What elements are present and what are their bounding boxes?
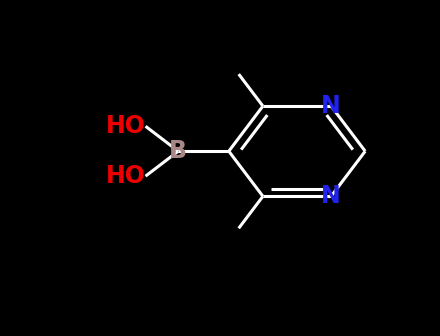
Text: N: N: [321, 94, 341, 118]
Text: N: N: [321, 184, 341, 208]
Text: HO: HO: [106, 114, 146, 138]
Text: B: B: [169, 139, 187, 163]
Text: HO: HO: [106, 164, 146, 188]
